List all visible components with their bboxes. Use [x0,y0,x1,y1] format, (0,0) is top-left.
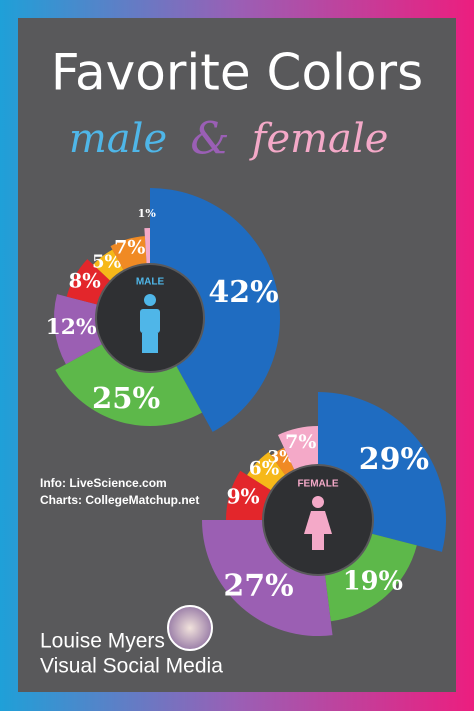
data-label: 7% [285,431,316,453]
person-icon [304,496,332,550]
charts: 42%25%12%8%5%7%1%MALE29%19%27%9%6%3%7%FE… [46,188,446,637]
footer-name: Louise Myers [40,630,165,653]
title: Favorite Colors [51,44,423,102]
donut-segment [66,259,110,305]
icon-body [304,511,332,534]
donut-segment [55,344,203,426]
data-label: 5% [92,251,121,272]
data-label: 29% [359,442,429,477]
donut-segment [247,452,286,490]
data-label: 42% [208,275,278,310]
credit-info: Info: LiveScience.com [40,476,167,490]
author-photo [167,605,213,651]
center-title: MALE [136,277,165,288]
footer-brand: Visual Social Media [40,655,223,678]
data-label: 9% [227,485,260,509]
donut-segment [150,188,280,432]
credit-charts: Charts: CollegeMatchup.net [40,493,199,507]
center-title: FEMALE [297,479,338,490]
donut-segment [54,294,102,365]
data-label: 25% [92,381,160,415]
data-label: 6% [249,458,280,479]
data-label: 1% [138,207,157,220]
donut-segment [270,447,295,475]
donut-segment [277,426,318,470]
donut-segment [318,392,446,552]
donut-segment [226,470,271,520]
subtitle-and: & [190,114,229,165]
donut-segment [144,228,150,264]
data-label: 8% [69,270,102,293]
icon-body [140,309,160,333]
icon-head [144,294,156,306]
person-icon [140,294,160,353]
data-label: 7% [114,236,145,258]
icon-head [312,496,324,508]
icon-legs [312,534,324,550]
subtitle-male: male [69,116,167,162]
subtitle-female: female [249,116,389,162]
donut-segment [93,249,124,281]
donut-segment [325,533,417,622]
data-label: 12% [46,315,97,340]
data-label: 27% [223,569,293,604]
icon-legs [142,333,158,353]
donut-segment [202,520,333,637]
data-label: 19% [343,566,403,596]
donut-segment [110,236,147,270]
